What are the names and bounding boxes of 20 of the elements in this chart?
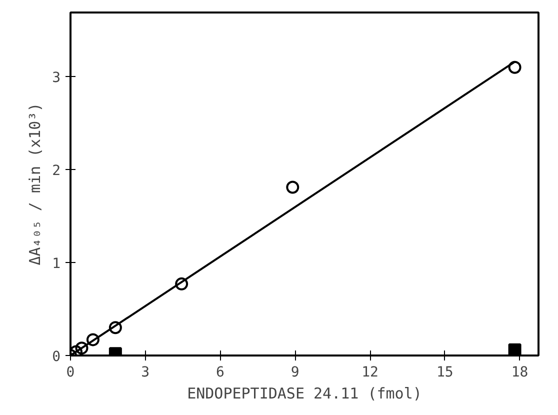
x-tick-label: 12 [362,364,378,380]
y-tick-label: 0 [52,349,61,365]
y-axis-title: ΔA₄₀₅ / min (x10³) [26,102,44,266]
x-tick-label: 9 [290,364,300,380]
point [508,60,522,74]
x-axis-title: ENDOPEPTIDASE 24.11 (fmol) [187,384,422,402]
x-tick-label: 18 [511,364,528,380]
point [75,342,88,355]
y-tick-label: 2 [52,163,61,180]
point [508,343,522,356]
x-tick-label: 15 [436,364,454,380]
y-tick-label: 1 [52,256,61,272]
x-tick-label: 6 [216,364,224,380]
point [175,277,188,290]
point [108,321,122,334]
y-tick-label: 3 [52,70,61,86]
point [86,333,100,346]
x-tick-label: 3 [141,364,150,380]
point [286,180,300,194]
x-tick-label: 0 [66,364,75,380]
